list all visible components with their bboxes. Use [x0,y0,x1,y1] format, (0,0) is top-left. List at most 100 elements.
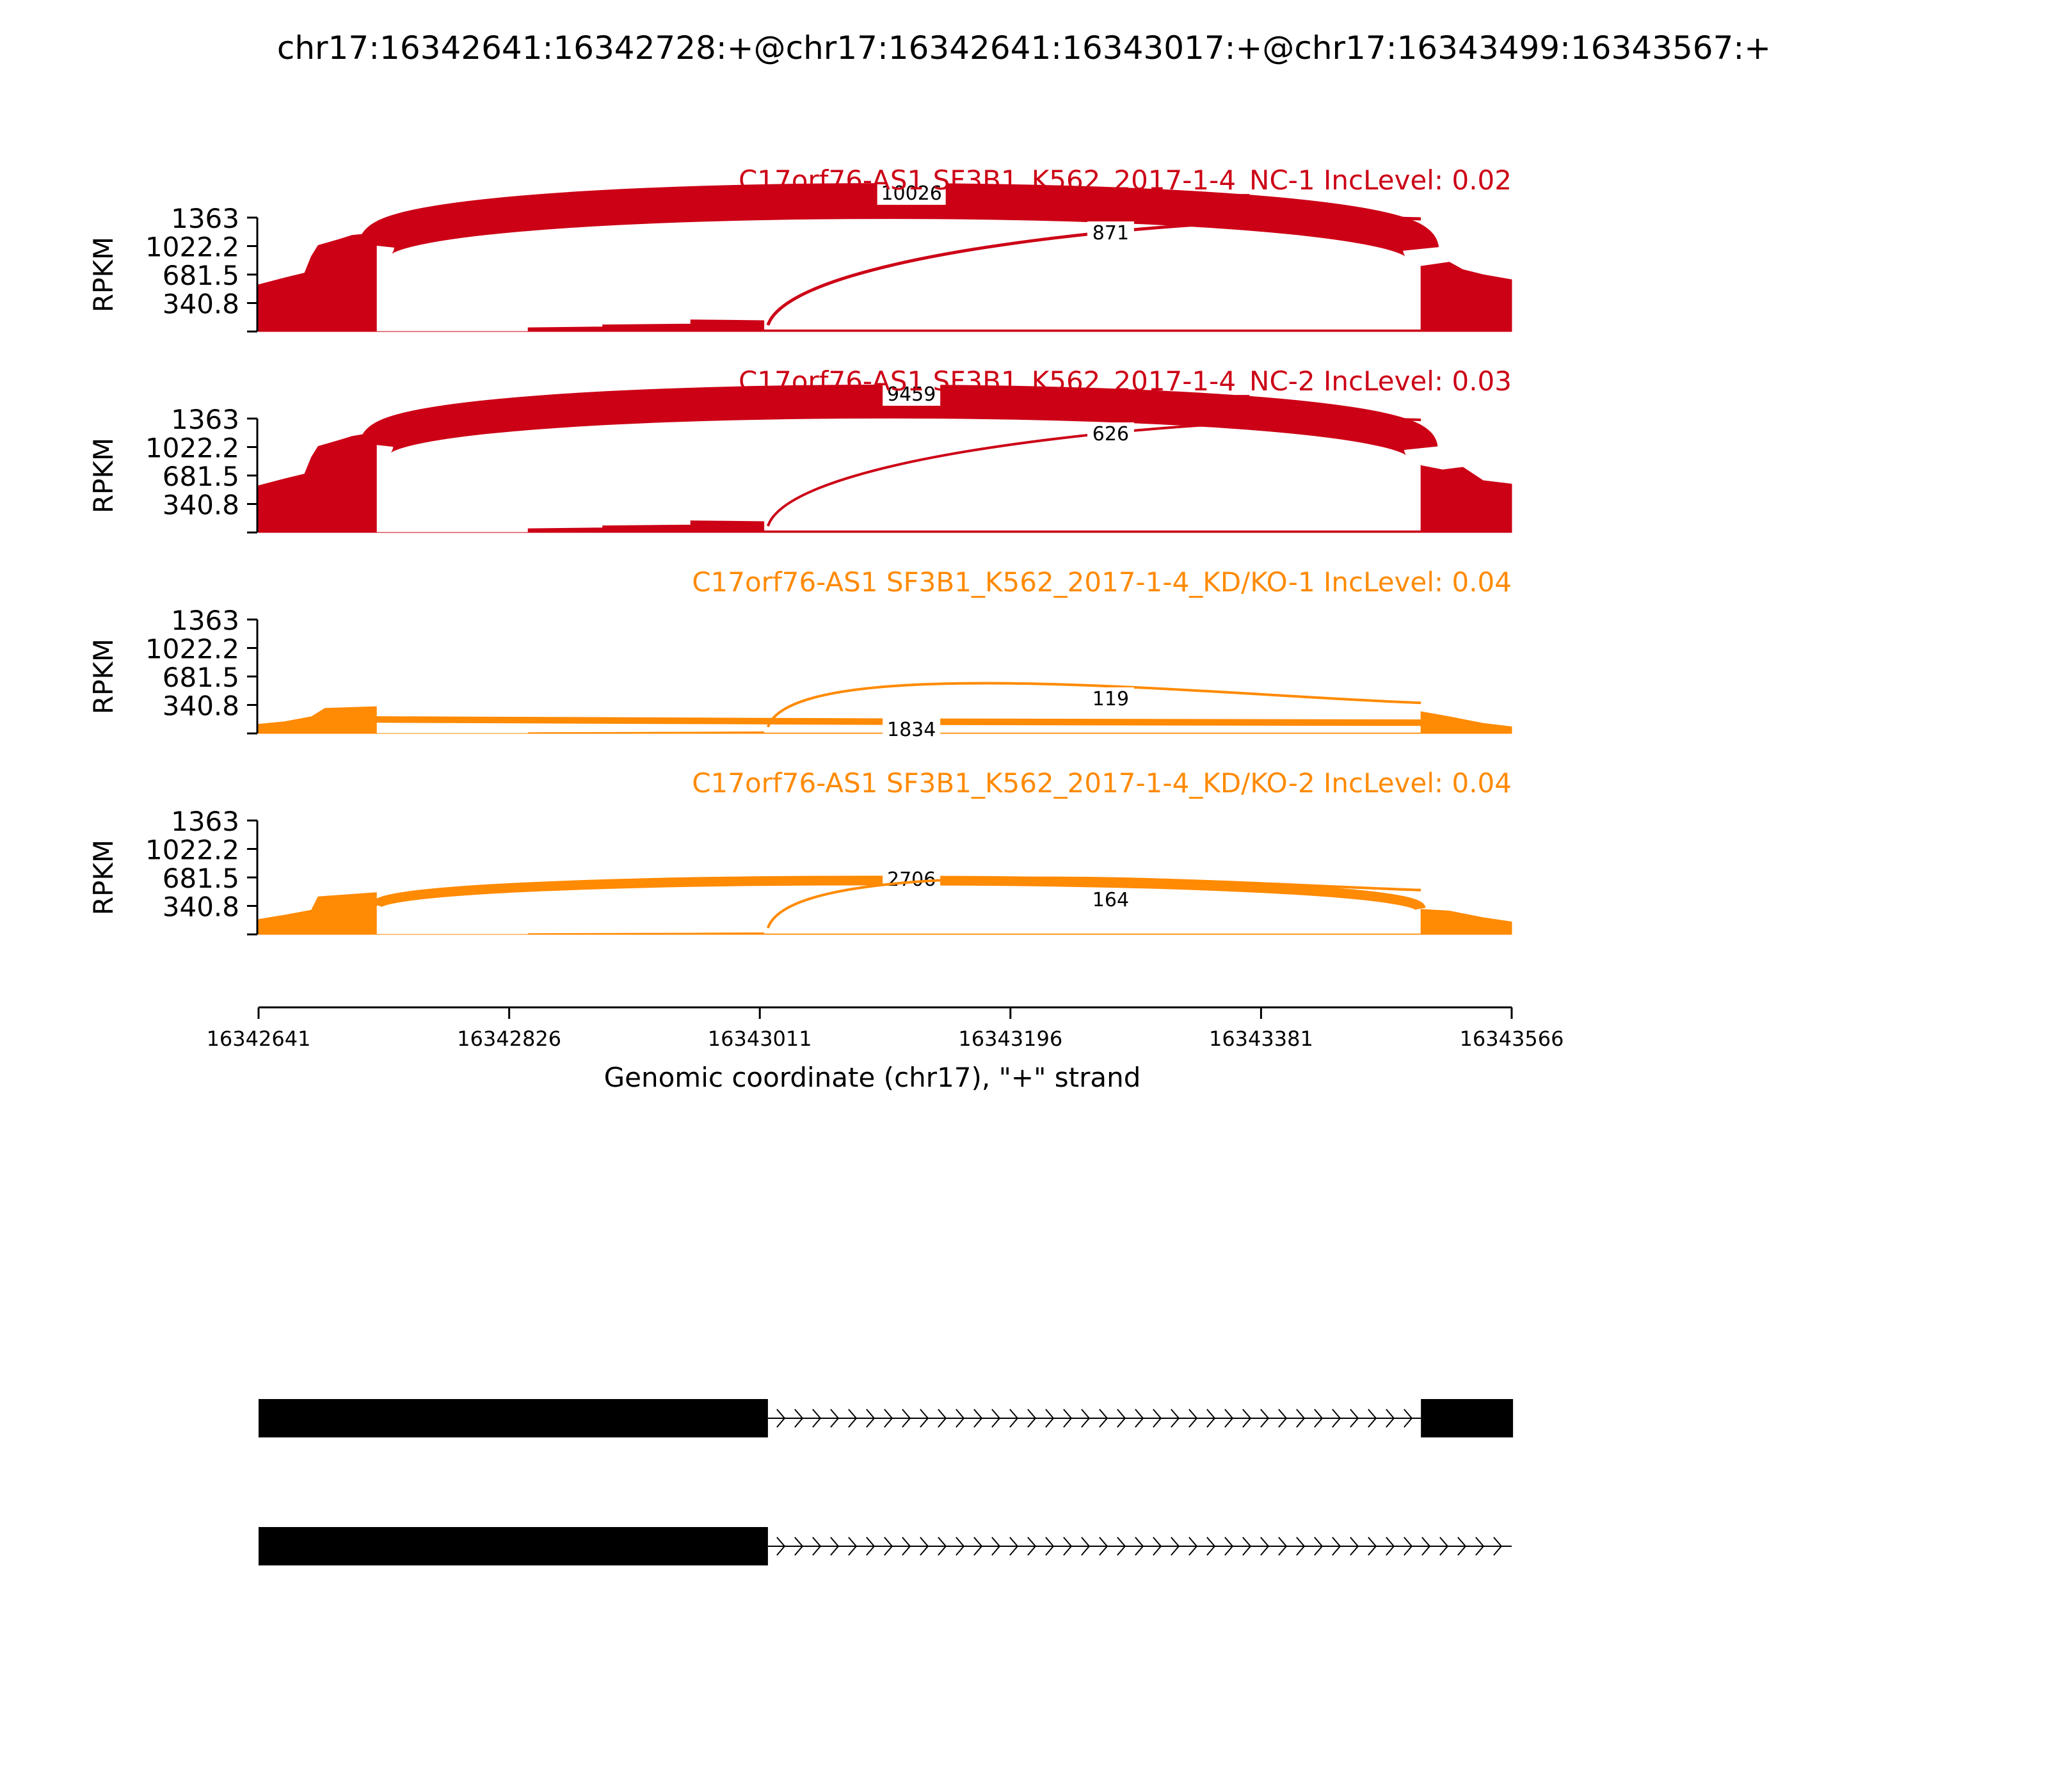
strand-arrow [1224,1409,1234,1428]
strand-arrow [1206,1409,1216,1428]
strand-arrow [1439,1537,1449,1556]
strand-arrow [884,1409,893,1428]
junction-label-bg [883,868,941,891]
y-tick-label: 1363 [171,605,239,636]
strand-arrow [956,1409,965,1428]
y-axis-label: RPKM [88,438,119,513]
strand-arrow [1009,1409,1019,1428]
strand-arrow [1260,1537,1270,1556]
transcript-1 [259,1399,1514,1437]
strand-arrow [794,1409,804,1428]
sample-title: C17orf76-AS1 SF3B1_K562_2017-1-4_NC-2 In… [739,365,1512,397]
strand-arrow [991,1537,1001,1556]
strand-arrow [1260,1409,1270,1428]
transcript-models [259,1399,1514,1565]
strand-arrow [1314,1409,1324,1428]
y-tick-label: 681.5 [163,260,239,291]
x-tick-label: 16343011 [708,1027,812,1051]
x-tick-label: 16343196 [958,1027,1062,1051]
strand-arrow [1063,1409,1073,1428]
junction-count-label: 626 [1092,423,1129,445]
exon-block [259,1399,768,1437]
y-tick-label: 1363 [171,404,239,435]
strand-arrow [938,1409,947,1428]
strand-arrow [866,1409,876,1428]
strand-arrow [848,1409,858,1428]
transcript-2 [259,1527,1512,1565]
strand-arrow [830,1409,840,1428]
x-tick-label: 16343566 [1460,1027,1564,1051]
junction-label-bg [1087,888,1134,911]
strand-arrow [1332,1409,1341,1428]
junction-label-bg [1087,422,1134,445]
junction-count-label: 871 [1092,222,1129,244]
coverage-area [258,431,1512,533]
strand-arrow [812,1409,822,1428]
strand-arrow [902,1537,911,1556]
strand-arrow [1242,1537,1252,1556]
sample-title: C17orf76-AS1 SF3B1_K562_2017-1-4_KD/KO-2… [692,767,1512,799]
junction-count-label: 164 [1092,889,1129,911]
junction-label-bg [883,718,941,741]
y-axis-label: RPKM [88,237,119,312]
strand-arrow [1296,1537,1306,1556]
strand-arrow [1475,1537,1485,1556]
junction-arc [767,876,1421,929]
strand-arrow [1081,1409,1091,1428]
strand-arrow [1045,1409,1055,1428]
y-tick-label: 1363 [171,203,239,234]
y-tick-label: 681.5 [163,863,239,894]
strand-arrow [1368,1409,1377,1428]
y-tick-label: 340.8 [163,489,239,520]
strand-arrow [1368,1537,1377,1556]
strand-arrow [848,1537,858,1556]
strand-arrow [1188,1409,1198,1428]
strand-arrow [1404,1409,1413,1428]
junction-count-label: 2706 [887,868,936,891]
exon-block [1421,1399,1514,1437]
strand-arrow [1278,1409,1288,1428]
y-tick-label: 1022.2 [145,232,239,263]
x-tick-label: 16342826 [457,1027,561,1051]
strand-arrow [1153,1409,1162,1428]
strand-arrow [1493,1537,1503,1556]
junction-label-bg [1087,687,1134,710]
x-tick-label: 16342641 [207,1027,311,1051]
junction-label-bg [877,182,946,205]
strand-arrow [920,1409,929,1428]
strand-arrow [1350,1537,1359,1556]
strand-arrow [1404,1537,1413,1556]
junction-count-label: 1834 [887,719,936,741]
strand-arrow [1153,1537,1162,1556]
strand-arrow [1278,1537,1288,1556]
y-tick-label: 1022.2 [145,433,239,464]
coverage-area [258,232,1512,332]
junction-label-bg [883,383,941,406]
strand-arrow [1027,1537,1037,1556]
strand-arrow [1027,1409,1037,1428]
sample-title: C17orf76-AS1 SF3B1_K562_2017-1-4_KD/KO-1… [692,566,1512,598]
coverage-area [258,892,1512,935]
strand-arrow [1009,1537,1019,1556]
strand-arrow [1135,1409,1144,1428]
genomic-x-axis: 16342641 16342826 16343011 16343196 16343381… [207,1006,1564,1093]
strand-arrow [1457,1537,1467,1556]
strand-arrow [1206,1537,1216,1556]
junction-arc [767,417,1421,527]
strand-arrow [1081,1537,1091,1556]
strand-arrow [1171,1409,1180,1428]
sample-title: C17orf76-AS1 SF3B1_K562_2017-1-4_NC-1 In… [739,164,1512,196]
strand-arrow [1350,1409,1359,1428]
y-tick-label: 1022.2 [145,634,239,665]
y-tick-label: 681.5 [163,461,239,492]
strand-arrow [1242,1409,1252,1428]
strand-arrow [1099,1537,1108,1556]
strand-arrow [902,1409,911,1428]
strand-arrow [794,1537,804,1556]
strand-arrow [1386,1537,1395,1556]
junction-label-bg [1087,221,1134,244]
junction-count-label: 10026 [881,182,941,205]
exon-block [259,1527,768,1565]
